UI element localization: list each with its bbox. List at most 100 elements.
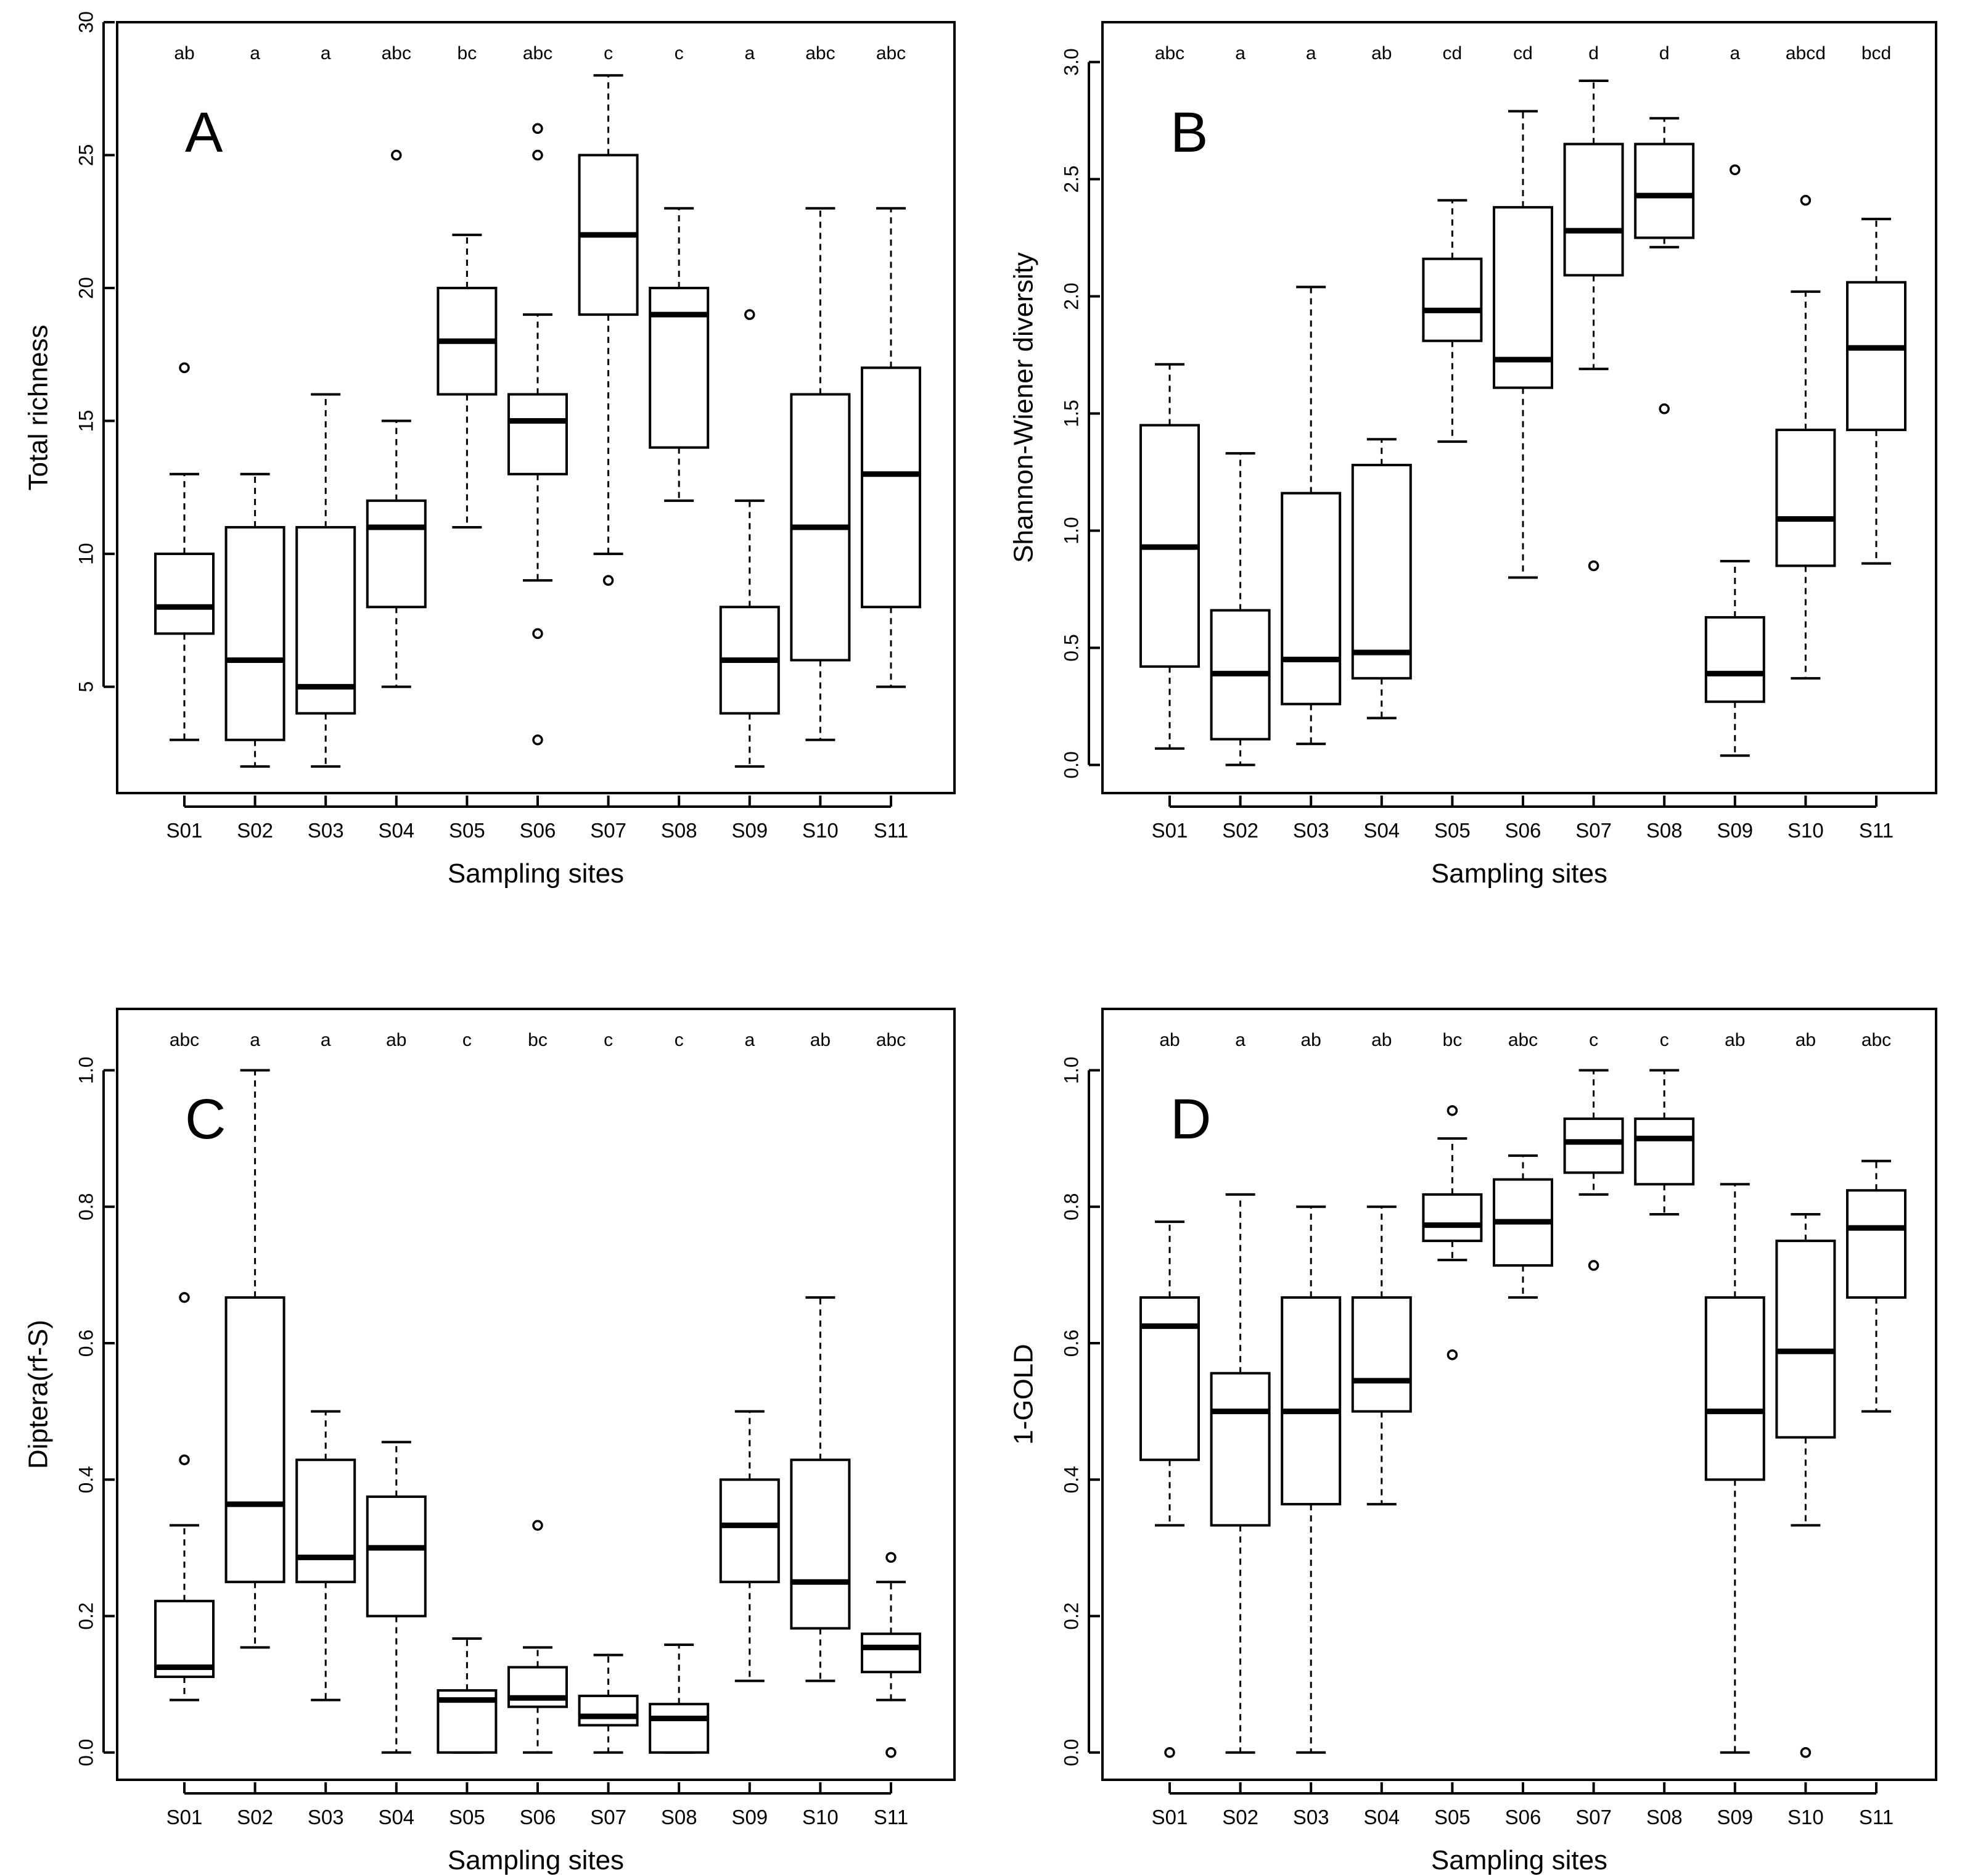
x-tick-label: S03 [308, 819, 344, 842]
group-letter: abc [1861, 1030, 1891, 1050]
y-tick-label: 1.0 [1060, 1056, 1082, 1084]
iqr-box [224, 525, 285, 741]
box-s05: cd [1422, 43, 1483, 443]
box-s06: bc [507, 1030, 568, 1754]
box-s10: abcd [1775, 43, 1836, 680]
x-tick-label: S04 [378, 1806, 414, 1829]
iqr-box [507, 393, 568, 475]
x-tick-label: S09 [731, 819, 768, 842]
box-s04: ab [1351, 43, 1412, 720]
x-tick-label: S06 [520, 1806, 556, 1829]
x-tick-label: S07 [1575, 819, 1612, 842]
panel-label: B [1170, 101, 1208, 164]
group-letter: c [675, 43, 684, 64]
group-letter: abc [523, 43, 552, 64]
x-tick-label: S01 [166, 819, 203, 842]
box-s03: a [1281, 43, 1342, 746]
box-s11: abc [861, 43, 921, 688]
y-tick-label: 0.0 [1060, 1739, 1082, 1766]
box-s09: a [719, 1030, 780, 1682]
iqr-box [295, 1458, 356, 1584]
outlier-point [532, 149, 543, 161]
iqr-box [578, 1694, 639, 1727]
box-s11: abc [1846, 1030, 1906, 1413]
y-tick-label: 5 [75, 681, 97, 693]
x-tick-label: S09 [1717, 1806, 1753, 1829]
group-letter: ab [1796, 1030, 1816, 1050]
iqr-box [649, 1703, 710, 1754]
group-letter: bcd [1861, 43, 1891, 64]
panel-d: 0.0 0.2 0.4 0.6 0.8 1.0 S01 S02 S03 S04 S05 S06 S07 S… [1009, 1008, 1937, 1875]
x-tick-label: S10 [1787, 1806, 1824, 1829]
x-tick-label: S03 [308, 1806, 344, 1829]
group-letter: ab [810, 1030, 831, 1050]
outlier-point [1588, 560, 1599, 572]
x-tick-label: S07 [590, 819, 626, 842]
x-tick-label: S04 [1363, 819, 1400, 842]
iqr-box [719, 1478, 780, 1584]
box-s01: abc [154, 1030, 215, 1701]
x-tick-label: S06 [1505, 819, 1541, 842]
group-letter: a [250, 43, 260, 64]
iqr-box [154, 553, 215, 635]
plot-frame [116, 21, 956, 794]
iqr-box [1563, 1117, 1624, 1174]
plot-frame [116, 1008, 956, 1781]
box-s11: abc [861, 1030, 921, 1758]
group-letter: abc [1155, 43, 1184, 64]
group-letter: a [321, 43, 331, 64]
outlier-point [1659, 403, 1670, 414]
x-tick-label: S09 [1717, 819, 1753, 842]
y-tick-label: 0.4 [1060, 1466, 1082, 1493]
box-s03: a [295, 43, 356, 768]
iqr-box [224, 1296, 285, 1584]
box-s01: abc [1139, 43, 1200, 750]
x-tick-label: S08 [661, 1806, 697, 1829]
group-letter: bc [458, 43, 477, 64]
outlier-point [179, 362, 190, 374]
x-tick-label: S09 [731, 1806, 768, 1829]
y-tick-label: 2.5 [1060, 165, 1082, 192]
x-tick-label: S05 [449, 819, 485, 842]
x-tick-label: S02 [1222, 1806, 1258, 1829]
iqr-box [1704, 616, 1765, 703]
x-axis-title: Sampling sites [448, 1845, 624, 1875]
x-tick-label: S06 [520, 819, 556, 842]
group-letter: a [1730, 43, 1740, 64]
y-tick-label: 15 [75, 410, 97, 432]
x-tick-label: S08 [1646, 1806, 1683, 1829]
y-tick-label: 0.6 [75, 1330, 97, 1357]
x-tick-label: S07 [590, 1806, 626, 1829]
group-letter: c [462, 1030, 472, 1050]
iqr-box [1422, 257, 1483, 342]
group-letter: cd [1443, 43, 1463, 64]
x-tick-label: S08 [661, 819, 697, 842]
box-s03: a [295, 1030, 356, 1701]
panel-label: D [1170, 1088, 1211, 1151]
outlier-point [1164, 1747, 1175, 1758]
iqr-box [1775, 429, 1836, 567]
x-tick-label: S08 [1646, 819, 1683, 842]
y-tick-label: 10 [75, 543, 97, 565]
iqr-box [1846, 281, 1906, 432]
group-letter: ab [1159, 1030, 1180, 1050]
outlier-point [744, 309, 755, 320]
outlier-point [1800, 195, 1812, 206]
group-letter: abc [1508, 1030, 1538, 1050]
group-letter: ab [1725, 1030, 1745, 1050]
x-tick-label: S01 [1152, 819, 1188, 842]
group-letter: abc [382, 43, 411, 64]
panel-label: C [185, 1088, 226, 1151]
outlier-point [885, 1552, 897, 1563]
outlier-point [532, 1520, 543, 1531]
group-letter: a [1235, 1030, 1246, 1050]
box-s09: a [719, 43, 780, 768]
iqr-box [1281, 492, 1342, 706]
iqr-box [1351, 464, 1412, 680]
x-tick-label: S11 [1859, 819, 1894, 842]
box-s02: a [1210, 1030, 1271, 1754]
panel-label: A [185, 101, 223, 164]
outlier-point [532, 628, 543, 640]
y-tick-label: 1.5 [1060, 400, 1082, 427]
